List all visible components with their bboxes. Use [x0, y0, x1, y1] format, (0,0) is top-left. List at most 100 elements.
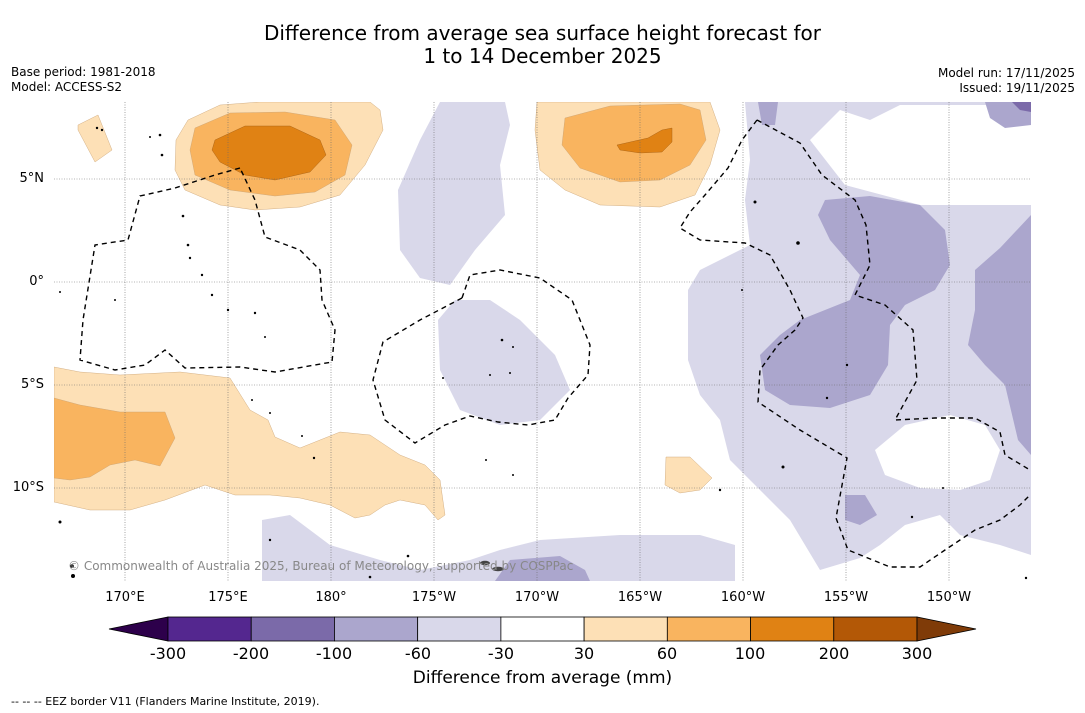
title-line-2: 1 to 14 December 2025 [423, 44, 662, 68]
island-dot [312, 456, 316, 460]
island-dot [158, 133, 162, 137]
issued-date: Issued: 19/11/2025 [959, 81, 1075, 95]
colorbar-segment [334, 616, 419, 642]
pos-strong-northwest [211, 125, 327, 181]
island-dot [58, 520, 62, 524]
map-content [54, 102, 1031, 581]
colorbar-tick: -300 [149, 644, 187, 663]
neg-med-south [495, 556, 590, 581]
neutral-cutout-1 [875, 415, 1000, 490]
pos-light-south-island [664, 456, 713, 494]
island-dot [253, 311, 257, 315]
island-dot [264, 336, 266, 338]
colorbar [108, 616, 977, 642]
eez-legend: -- -- -- EEZ border V11 (Flanders Marine… [11, 695, 320, 708]
colorbar-under-arrow [108, 616, 169, 642]
lon-label-170w: 170°W [514, 590, 560, 605]
island-dot [181, 214, 185, 218]
island-dot [149, 136, 151, 138]
colorbar-tick: 30 [573, 644, 595, 663]
island-dot [301, 435, 303, 437]
neg-med-far-east [968, 215, 1031, 455]
colorbar-tick: 100 [734, 644, 766, 663]
island-samoa-2 [492, 566, 504, 572]
island-dot [269, 412, 271, 414]
neg-region-south-central [438, 300, 570, 425]
map-title: Difference from average sea surface heig… [0, 22, 1085, 68]
meta-right: Model run: 17/11/2025 Issued: 19/11/2025 [938, 66, 1075, 96]
colorbar-segment [833, 616, 918, 642]
positive-strong-regions [211, 125, 673, 181]
neg-region-southwest [262, 515, 735, 581]
colorbar-tick: 200 [818, 644, 850, 663]
island-dot [210, 293, 214, 297]
eez-tuvalu-kiribati [79, 167, 336, 373]
pos-light-southwest [54, 366, 446, 521]
base-period: Base period: 1981-2018 [11, 65, 156, 79]
lat-label-0: 0° [29, 274, 44, 289]
lon-label-155w: 155°W [823, 590, 869, 605]
island-dot [500, 338, 504, 342]
island-dot [251, 399, 253, 401]
lon-label-180: 180° [315, 590, 347, 605]
neg-med-top [758, 102, 778, 125]
neg-med-southeast [845, 495, 877, 525]
colorbar-boxes [167, 616, 918, 642]
colorbar-tick: -30 [487, 644, 515, 663]
lon-label-175e: 175°E [208, 590, 248, 605]
eez-tokelau [372, 269, 591, 444]
lon-label-150w: 150°W [926, 590, 972, 605]
island-dot [95, 126, 99, 130]
island-dot [485, 459, 487, 461]
colorbar-label: Difference from average (mm) [412, 668, 673, 688]
lat-label-5s: 5°S [20, 377, 44, 392]
island-dot [796, 241, 800, 245]
island-dot [845, 363, 849, 367]
island-dot [509, 372, 511, 374]
pos-med-southwest [54, 397, 176, 481]
model-run: Model run: 17/11/2025 [937, 66, 1075, 80]
pos-strong-north-central [616, 127, 673, 154]
island-dot [368, 575, 372, 579]
lat-label-5n: 5°N [19, 171, 45, 186]
island-dot [825, 396, 829, 400]
neg-strong-corner [1012, 102, 1031, 112]
island-dot [114, 299, 116, 301]
island-dot [512, 474, 514, 476]
lon-label-165w: 165°W [617, 590, 663, 605]
island-dot [753, 200, 757, 204]
pos-light-small-island [77, 114, 113, 163]
lat-label-10s: 10°S [12, 480, 44, 495]
island-dot [1024, 576, 1028, 580]
colorbar-segment [417, 616, 502, 642]
island-dot [59, 291, 61, 293]
colorbar-segment [583, 616, 668, 642]
model-name: Model: ACCESS-S2 [11, 80, 123, 94]
island-samoa [480, 560, 490, 566]
colorbar-tick: -100 [315, 644, 353, 663]
island-dot [160, 153, 164, 157]
colorbar-tick: 300 [901, 644, 933, 663]
island-dot [442, 377, 444, 379]
neg-med-central-east [760, 196, 950, 408]
island-dot [186, 243, 190, 247]
colorbar-tick: -60 [404, 644, 432, 663]
colorbar-segment [250, 616, 335, 642]
islands [58, 126, 1028, 580]
eez-line-islands [756, 119, 1031, 471]
island-dot [71, 574, 75, 578]
island-dot [188, 256, 192, 260]
colorbar-segment [666, 616, 751, 642]
colorbar-tick: -200 [232, 644, 270, 663]
island-dot [406, 554, 410, 558]
colorbar-over-arrow [916, 616, 977, 642]
copyright-notice: © Commonwealth of Australia 2025, Bureau… [68, 559, 574, 573]
colorbar-segment [167, 616, 252, 642]
neg-region-central [398, 102, 510, 285]
title-line-1: Difference from average sea surface heig… [263, 21, 822, 45]
island-dot [200, 273, 204, 277]
island-dot [781, 465, 785, 469]
colorbar-tick: 60 [656, 644, 678, 663]
island-dot [741, 289, 743, 291]
colorbar-segment [500, 616, 585, 642]
